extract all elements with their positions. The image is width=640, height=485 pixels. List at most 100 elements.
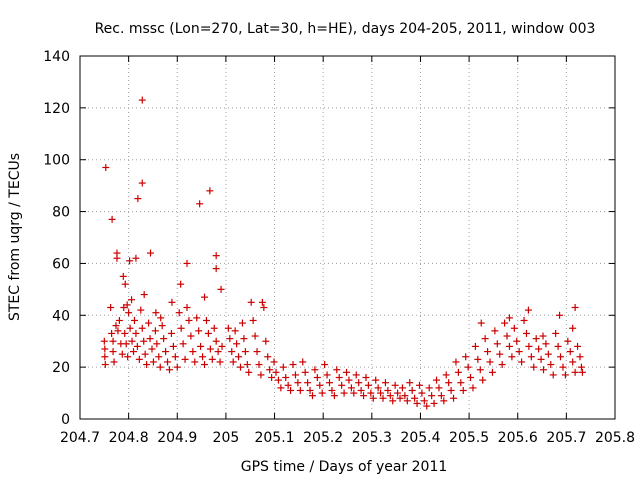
data-point <box>306 386 314 394</box>
data-point <box>384 386 392 394</box>
data-point <box>264 353 272 361</box>
data-point <box>571 304 579 312</box>
data-point <box>510 324 518 332</box>
data-point <box>355 379 363 387</box>
data-point <box>505 342 513 350</box>
data-point <box>158 322 166 330</box>
data-point <box>335 374 343 382</box>
data-point <box>171 353 179 361</box>
data-point <box>138 96 146 104</box>
data-point <box>268 374 276 382</box>
data-point <box>143 361 151 369</box>
data-point <box>571 368 579 376</box>
data-point <box>471 342 479 350</box>
data-point <box>304 379 312 387</box>
data-point <box>413 399 421 407</box>
data-point <box>433 376 441 384</box>
data-point <box>253 348 261 356</box>
data-point <box>540 366 548 374</box>
data-point <box>372 376 380 384</box>
data-point <box>493 340 501 348</box>
data-point <box>197 342 205 350</box>
data-point <box>462 353 470 361</box>
data-point <box>367 389 375 397</box>
data-point <box>122 340 130 348</box>
data-point <box>530 363 538 371</box>
data-point <box>459 386 467 394</box>
data-point <box>425 384 433 392</box>
data-point <box>113 254 121 262</box>
x-tick-label: 205.7 <box>546 430 586 446</box>
data-point <box>277 384 285 392</box>
data-point <box>119 272 127 280</box>
data-point <box>107 304 115 312</box>
y-tick-label: 100 <box>43 153 70 169</box>
axis-ticks: 204.7 204.8 204.9 205 205.1 205.2 205.3 205.4 20… <box>43 49 635 446</box>
data-point <box>561 371 569 379</box>
data-point <box>183 304 191 312</box>
data-points <box>100 96 586 410</box>
data-point <box>229 358 237 366</box>
data-point <box>255 361 263 369</box>
data-point <box>418 389 426 397</box>
data-point <box>284 381 292 389</box>
data-point <box>128 337 136 345</box>
data-point <box>340 389 348 397</box>
data-point <box>330 392 338 400</box>
data-point <box>289 361 297 369</box>
data-point <box>296 386 304 394</box>
data-point <box>537 355 545 363</box>
data-point <box>189 348 197 356</box>
data-point <box>428 392 436 400</box>
data-point <box>115 316 123 324</box>
data-point <box>323 371 331 379</box>
data-point <box>210 324 218 332</box>
data-point <box>525 342 533 350</box>
data-point <box>564 337 572 345</box>
data-point <box>508 353 516 361</box>
data-point <box>311 366 319 374</box>
x-tick-label: 205.8 <box>595 430 635 446</box>
data-point <box>316 381 324 389</box>
data-point <box>137 306 145 314</box>
data-point <box>148 345 156 353</box>
data-point <box>491 327 499 335</box>
data-point <box>138 324 146 332</box>
data-point <box>549 371 557 379</box>
data-point <box>515 348 523 356</box>
data-point <box>547 361 555 369</box>
data-point <box>224 324 232 332</box>
data-point <box>128 296 136 304</box>
data-point <box>153 340 161 348</box>
data-point <box>110 358 118 366</box>
data-point <box>520 316 528 324</box>
data-point <box>243 361 251 369</box>
data-point <box>165 366 173 374</box>
data-point <box>206 187 214 195</box>
data-point <box>474 355 482 363</box>
data-point <box>251 332 259 340</box>
data-point <box>333 366 341 374</box>
data-point <box>132 329 140 337</box>
data-point <box>381 379 389 387</box>
data-point <box>133 342 141 350</box>
data-point <box>299 358 307 366</box>
data-point <box>440 397 448 405</box>
data-point <box>274 376 282 384</box>
data-point <box>181 355 189 363</box>
data-point <box>577 363 585 371</box>
data-point <box>167 329 175 337</box>
data-point <box>291 371 299 379</box>
data-point <box>574 342 582 350</box>
data-point <box>301 368 309 376</box>
data-point <box>101 361 109 369</box>
x-tick-label: 205.4 <box>400 430 440 446</box>
data-point <box>179 340 187 348</box>
x-tick-label: 204.9 <box>157 430 197 446</box>
data-point <box>228 348 236 356</box>
y-tick-label: 80 <box>52 205 70 221</box>
data-point <box>552 329 560 337</box>
data-point <box>191 358 199 366</box>
